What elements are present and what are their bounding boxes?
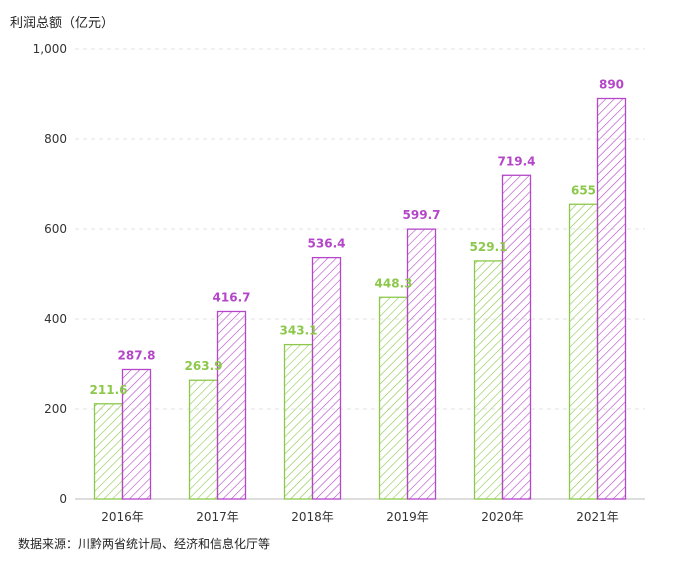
source-note: 数据来源：川黔两省统计局、经济和信息化厅等 [18, 537, 271, 551]
bar-green-2020年 [473, 260, 504, 500]
y-tick-label: 0 [59, 492, 67, 506]
x-tick-label: 2018年 [291, 510, 334, 524]
bar-green-2018年 [283, 343, 314, 500]
data-label: 599.7 [403, 208, 441, 222]
data-label: 529.1 [470, 240, 508, 254]
data-label: 263.9 [185, 359, 223, 373]
data-label: 719.4 [498, 154, 536, 168]
labels: 0 200 400 600 800 1,000 211.6 287.8 2016年 263.9 41… [33, 42, 624, 524]
y-tick-label: 400 [44, 312, 67, 326]
bar-purple-2018年 [311, 256, 342, 500]
data-label: 448.3 [375, 276, 413, 290]
bar-green-2019年 [378, 296, 409, 500]
x-tick-label: 2020年 [481, 510, 524, 524]
grid-lines [75, 48, 645, 500]
y-axis-title: 利润总额（亿元） [10, 16, 115, 31]
x-tick-label: 2021年 [576, 510, 619, 524]
data-label: 890 [599, 78, 624, 92]
y-tick-label: 600 [44, 222, 67, 236]
data-label: 287.8 [118, 348, 156, 362]
data-label: 343.1 [280, 324, 318, 338]
data-label: 416.7 [213, 290, 251, 304]
bar-purple-2016年 [121, 368, 152, 500]
bar-purple-2020年 [501, 174, 532, 500]
y-tick-label: 1,000 [33, 42, 67, 56]
x-tick-label: 2016年 [101, 510, 144, 524]
data-label: 211.6 [90, 383, 128, 397]
data-label: 536.4 [308, 237, 346, 251]
bar-purple-2021年 [596, 97, 627, 500]
bar-green-2021年 [568, 203, 599, 500]
bar-green-2017年 [188, 379, 219, 500]
x-tick-label: 2019年 [386, 510, 429, 524]
y-tick-label: 800 [44, 132, 67, 146]
bar-purple-2019年 [406, 228, 437, 500]
y-tick-label: 200 [44, 402, 67, 416]
bar-green-2016年 [93, 403, 124, 500]
x-tick-label: 2017年 [196, 510, 239, 524]
data-label: 655 [571, 183, 596, 197]
bar-purple-2017年 [216, 310, 247, 500]
bars [93, 97, 627, 500]
